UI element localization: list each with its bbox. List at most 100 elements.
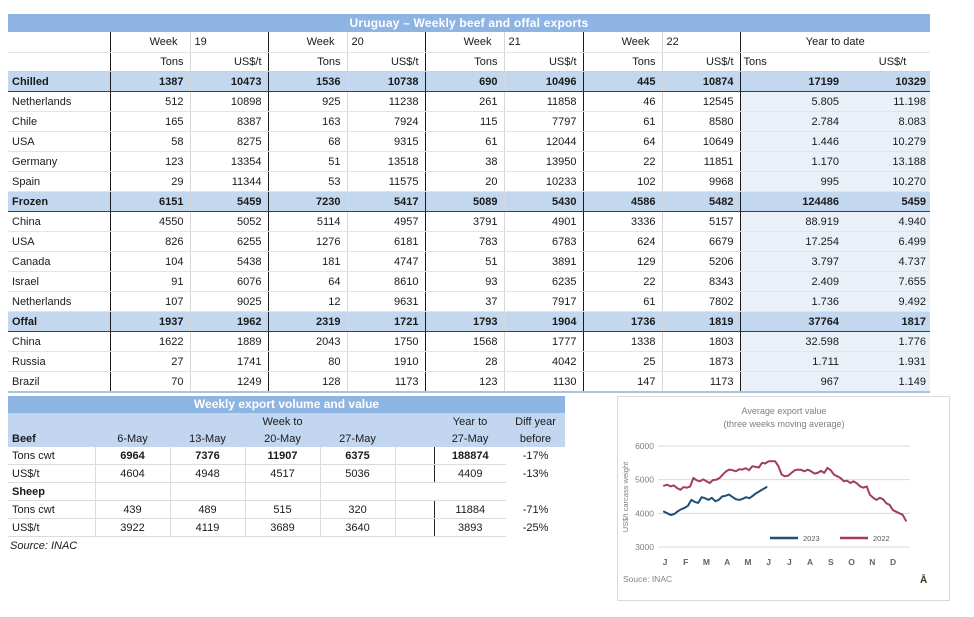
ytd-cell: 188874	[433, 447, 507, 465]
value-cell: 102	[582, 171, 662, 192]
bottom-table: Weekly export volume and value Week to Y…	[8, 396, 566, 552]
value-cell: 1873	[661, 351, 740, 372]
ytd-header: Year to date	[739, 32, 931, 53]
table-row: China 1622 1889 2043 1750 1568 1777 1338 1803 32.…	[8, 331, 931, 352]
row-label: Chile	[8, 111, 110, 132]
value-cell: 826	[109, 231, 190, 252]
value-cell: 1962	[189, 311, 268, 332]
top-table-title: Uruguay – Weekly beef and offal exports	[8, 14, 930, 32]
table-row: Germany 123 13354 51 13518 38 13950 22 11851 1.17…	[8, 151, 931, 172]
value-cell: 70	[109, 371, 190, 393]
x-tick-label: J	[663, 557, 668, 567]
value-cell: 6.499	[855, 231, 931, 252]
unit-header-row: Tons US$/t Tons US$/t Tons US$/t Tons US…	[8, 52, 931, 72]
value-cell: 7.655	[855, 271, 931, 292]
value-cell: 13354	[189, 151, 268, 172]
value-cell: 3922	[94, 518, 170, 537]
value-cell: 4604	[94, 464, 170, 483]
source-note: Source: INAC	[10, 540, 78, 552]
value-cell: 37764	[739, 311, 855, 332]
date-header: 27-May	[320, 430, 396, 447]
row-label: China	[8, 331, 110, 352]
table-row: Tons cwt 6964 7376 11907 6375 188874 -17%	[8, 447, 565, 465]
value-cell: 38	[424, 151, 504, 172]
value-cell: 1910	[346, 351, 425, 372]
x-tick-label: A	[807, 557, 813, 567]
date-header-row: Beef 6-May 13-May 20-May 27-May 27-May b…	[8, 430, 566, 447]
value-cell: 11.198	[855, 91, 931, 112]
value-cell: 1.446	[739, 131, 855, 152]
table-row: Canada 104 5438 181 4747 51 3891 129 5206 3.797 4.…	[8, 251, 931, 272]
table-row: USA 58 8275 68 9315 61 12044 64 10649 1.446 10.279	[8, 131, 931, 152]
value-cell: 28	[424, 351, 504, 372]
value-cell: 7924	[346, 111, 425, 132]
diff-cell: -71%	[522, 503, 549, 516]
value-cell: 53	[267, 171, 347, 192]
value-cell: 3640	[319, 518, 396, 537]
table-row: US$/t 4604 4948 4517 5036 4409 -13%	[8, 464, 565, 483]
value-cell: 1130	[503, 371, 583, 393]
value-cell: 64	[582, 131, 662, 152]
value-cell: 2.784	[739, 111, 855, 132]
value-cell: 512	[109, 91, 190, 112]
value-cell: 3336	[582, 211, 662, 232]
table-row: Netherlands 107 9025 12 9631 37 7917 61 7802 1.73…	[8, 291, 931, 312]
value-cell: 10496	[503, 71, 583, 92]
value-cell: 10898	[189, 91, 268, 112]
table-row: Netherlands 512 10898 925 11238 261 11858 46 125…	[8, 91, 931, 112]
tons-header: Tons	[109, 52, 190, 72]
exports-table: Week 19 Week 20 Week 21 Week 22 Year to …	[8, 32, 931, 393]
value-cell: 5157	[661, 211, 740, 232]
value-cell: 6151	[109, 191, 190, 212]
value-cell: 5417	[346, 191, 425, 212]
value-cell: 2043	[267, 331, 347, 352]
value-cell: 5430	[503, 191, 583, 212]
row-label: Frozen	[8, 191, 110, 212]
value-cell: 61	[424, 131, 504, 152]
value-cell: 5.805	[739, 91, 855, 112]
value-cell: 5459	[855, 191, 931, 212]
value-cell: 32.598	[739, 331, 855, 352]
row-label: USA	[8, 131, 110, 152]
week-number: 20	[346, 32, 425, 53]
value-cell: 4.940	[855, 211, 931, 232]
value-cell: 13950	[503, 151, 583, 172]
value-cell: 17.254	[739, 231, 855, 252]
ytd-cell	[434, 482, 507, 501]
value-cell: 11238	[346, 91, 425, 112]
value-cell: 17199	[739, 71, 855, 92]
value-cell: 2319	[267, 311, 347, 332]
value-cell: 320	[319, 500, 396, 519]
row-label: Spain	[8, 171, 110, 192]
value-cell: 29	[109, 171, 190, 192]
value-cell: 1387	[109, 71, 190, 92]
value-cell: 925	[267, 91, 347, 112]
tons-header: Tons	[267, 52, 347, 72]
x-tick-label: M	[703, 557, 710, 567]
diff-cell: -17%	[522, 449, 549, 462]
value-cell: 690	[424, 71, 504, 92]
usd-header: US$/t	[503, 52, 583, 72]
value-cell: 1.711	[739, 351, 855, 372]
series-2023-line	[663, 486, 768, 516]
tons-header: Tons	[424, 52, 504, 72]
row-label: Offal	[8, 311, 110, 332]
value-cell: 10738	[346, 71, 425, 92]
value-cell: 9315	[346, 131, 425, 152]
value-cell: 1777	[503, 331, 583, 352]
row-label: Tons cwt	[8, 500, 95, 519]
value-cell: 1276	[267, 231, 347, 252]
value-cell: 4517	[244, 464, 320, 483]
row-label: Chilled	[8, 71, 110, 92]
date-header: 13-May	[170, 430, 245, 447]
table-row: USA 826 6255 1276 6181 783 6783 624 6679 17.254 6.…	[8, 231, 931, 252]
week-header-row: Week 19 Week 20 Week 21 Week 22 Year to …	[8, 32, 931, 53]
value-cell: 80	[267, 351, 347, 372]
value-cell: 123	[109, 151, 190, 172]
value-cell: 91	[109, 271, 190, 292]
tons-header: Tons	[582, 52, 662, 72]
value-cell: 7797	[503, 111, 583, 132]
y-tick-label: 4000	[635, 508, 654, 518]
row-label: Netherlands	[8, 291, 110, 312]
x-tick-label: J	[766, 557, 771, 567]
